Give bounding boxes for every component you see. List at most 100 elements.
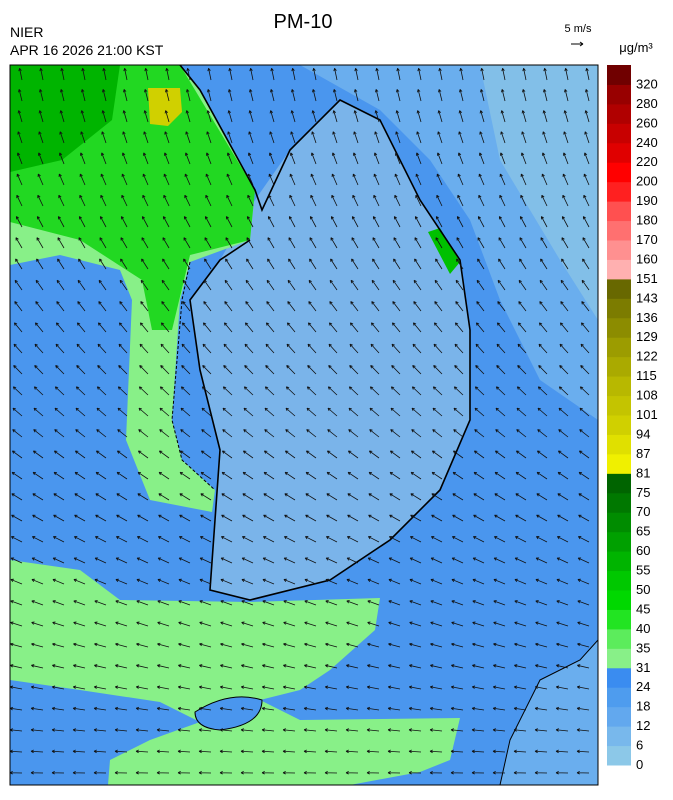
wind-arrow	[326, 493, 338, 501]
legend-swatch	[607, 65, 631, 85]
wind-arrow	[242, 450, 254, 459]
wind-arrow	[472, 536, 485, 543]
wind-arrow	[136, 642, 149, 648]
wind-arrow	[123, 67, 128, 81]
wind-arrow	[203, 301, 212, 312]
wind-arrow	[577, 621, 590, 627]
wind-arrow	[515, 514, 527, 522]
wind-arrow	[242, 514, 254, 522]
wind-arrow	[453, 386, 464, 396]
legend-swatch	[607, 453, 631, 474]
wind-arrow	[537, 429, 548, 438]
wind-arrow	[93, 728, 107, 732]
wind-arrow	[198, 749, 212, 754]
legend-swatch	[607, 278, 631, 299]
wind-arrow	[186, 89, 191, 102]
wind-arrow	[96, 386, 107, 396]
map	[9, 64, 599, 786]
wind-arrow	[282, 749, 296, 754]
wind-arrow	[473, 450, 485, 459]
wind-arrow	[202, 365, 212, 375]
wind-arrow	[184, 194, 191, 207]
wind-arrow	[80, 131, 86, 144]
wind-arrow	[347, 471, 359, 480]
wind-arrow	[114, 749, 128, 754]
wind-arrow	[387, 771, 401, 775]
wind-arrow	[388, 664, 401, 669]
wind-arrow	[30, 685, 44, 690]
wind-arrow	[73, 578, 86, 585]
wind-arrow	[411, 429, 422, 438]
wind-arrow	[522, 89, 527, 102]
wind-arrow	[353, 110, 359, 123]
wind-arrow	[513, 749, 527, 754]
wind-arrow	[201, 407, 212, 417]
wind-arrow	[14, 279, 23, 291]
wind-arrow	[291, 89, 296, 102]
wind-arrow	[388, 536, 401, 543]
wind-arrow	[535, 642, 548, 648]
wind-arrow	[30, 728, 44, 732]
wind-arrow	[241, 621, 254, 627]
wind-arrow	[283, 642, 296, 648]
wind-arrow	[578, 471, 590, 480]
wind-arrow	[558, 386, 569, 396]
wind-arrow	[199, 536, 212, 543]
wind-arrow	[576, 685, 590, 690]
wind-arrow	[585, 67, 590, 81]
wind-arrow	[204, 237, 212, 249]
wind-arrow	[495, 407, 506, 417]
wind-arrow	[10, 664, 23, 669]
wind-arrow	[559, 365, 569, 375]
wind-arrow	[306, 386, 317, 396]
legend-swatch	[607, 628, 631, 649]
wind-arrow	[268, 152, 275, 165]
wind-arrow	[32, 493, 44, 501]
wind-arrow	[515, 471, 527, 480]
wind-arrow	[413, 301, 422, 312]
wind-arrow	[11, 450, 23, 459]
wind-arrow	[473, 514, 485, 522]
legend-swatch	[607, 415, 631, 435]
wind-arrow	[520, 173, 527, 186]
wind-arrow	[116, 493, 128, 501]
wind-arrow	[413, 279, 422, 291]
legend-label: 320	[636, 76, 658, 91]
wind-arrow	[541, 173, 548, 186]
wind-arrow	[366, 771, 380, 775]
legend-label: 180	[636, 213, 658, 228]
wind-arrow	[100, 194, 107, 207]
wind-arrow	[51, 771, 65, 775]
wind-arrow	[72, 728, 86, 732]
wind-arrow	[555, 728, 569, 732]
wind-arrow	[17, 110, 23, 123]
wind-arrow	[311, 131, 317, 144]
wind-arrow	[117, 386, 128, 396]
wind-arrow	[513, 685, 527, 690]
wind-arrow	[345, 706, 359, 711]
wind-arrow	[160, 343, 170, 354]
wind-arrow	[585, 89, 590, 102]
agency: NIER	[10, 24, 43, 40]
wind-arrow	[437, 131, 443, 144]
wind-arrow	[221, 514, 233, 522]
legend-swatch	[607, 123, 631, 144]
wind-arrow	[480, 67, 485, 81]
wind-arrow	[220, 578, 233, 585]
wind-arrow	[262, 600, 275, 606]
wind-arrow	[121, 152, 128, 165]
wind-arrow	[138, 407, 149, 417]
wind-arrow	[368, 514, 380, 522]
legend-swatch	[607, 745, 631, 766]
wind-arrow	[184, 152, 191, 165]
wind-arrow	[388, 642, 401, 648]
legend-swatch	[607, 376, 631, 397]
wind-arrow	[367, 642, 380, 648]
wind-arrow	[262, 536, 275, 543]
wind-arrow	[352, 152, 359, 165]
wind-arrow	[114, 728, 128, 732]
island	[194, 696, 263, 731]
wind-arrow	[476, 279, 485, 291]
wind-arrow	[266, 279, 275, 291]
wind-arrow	[391, 365, 401, 375]
